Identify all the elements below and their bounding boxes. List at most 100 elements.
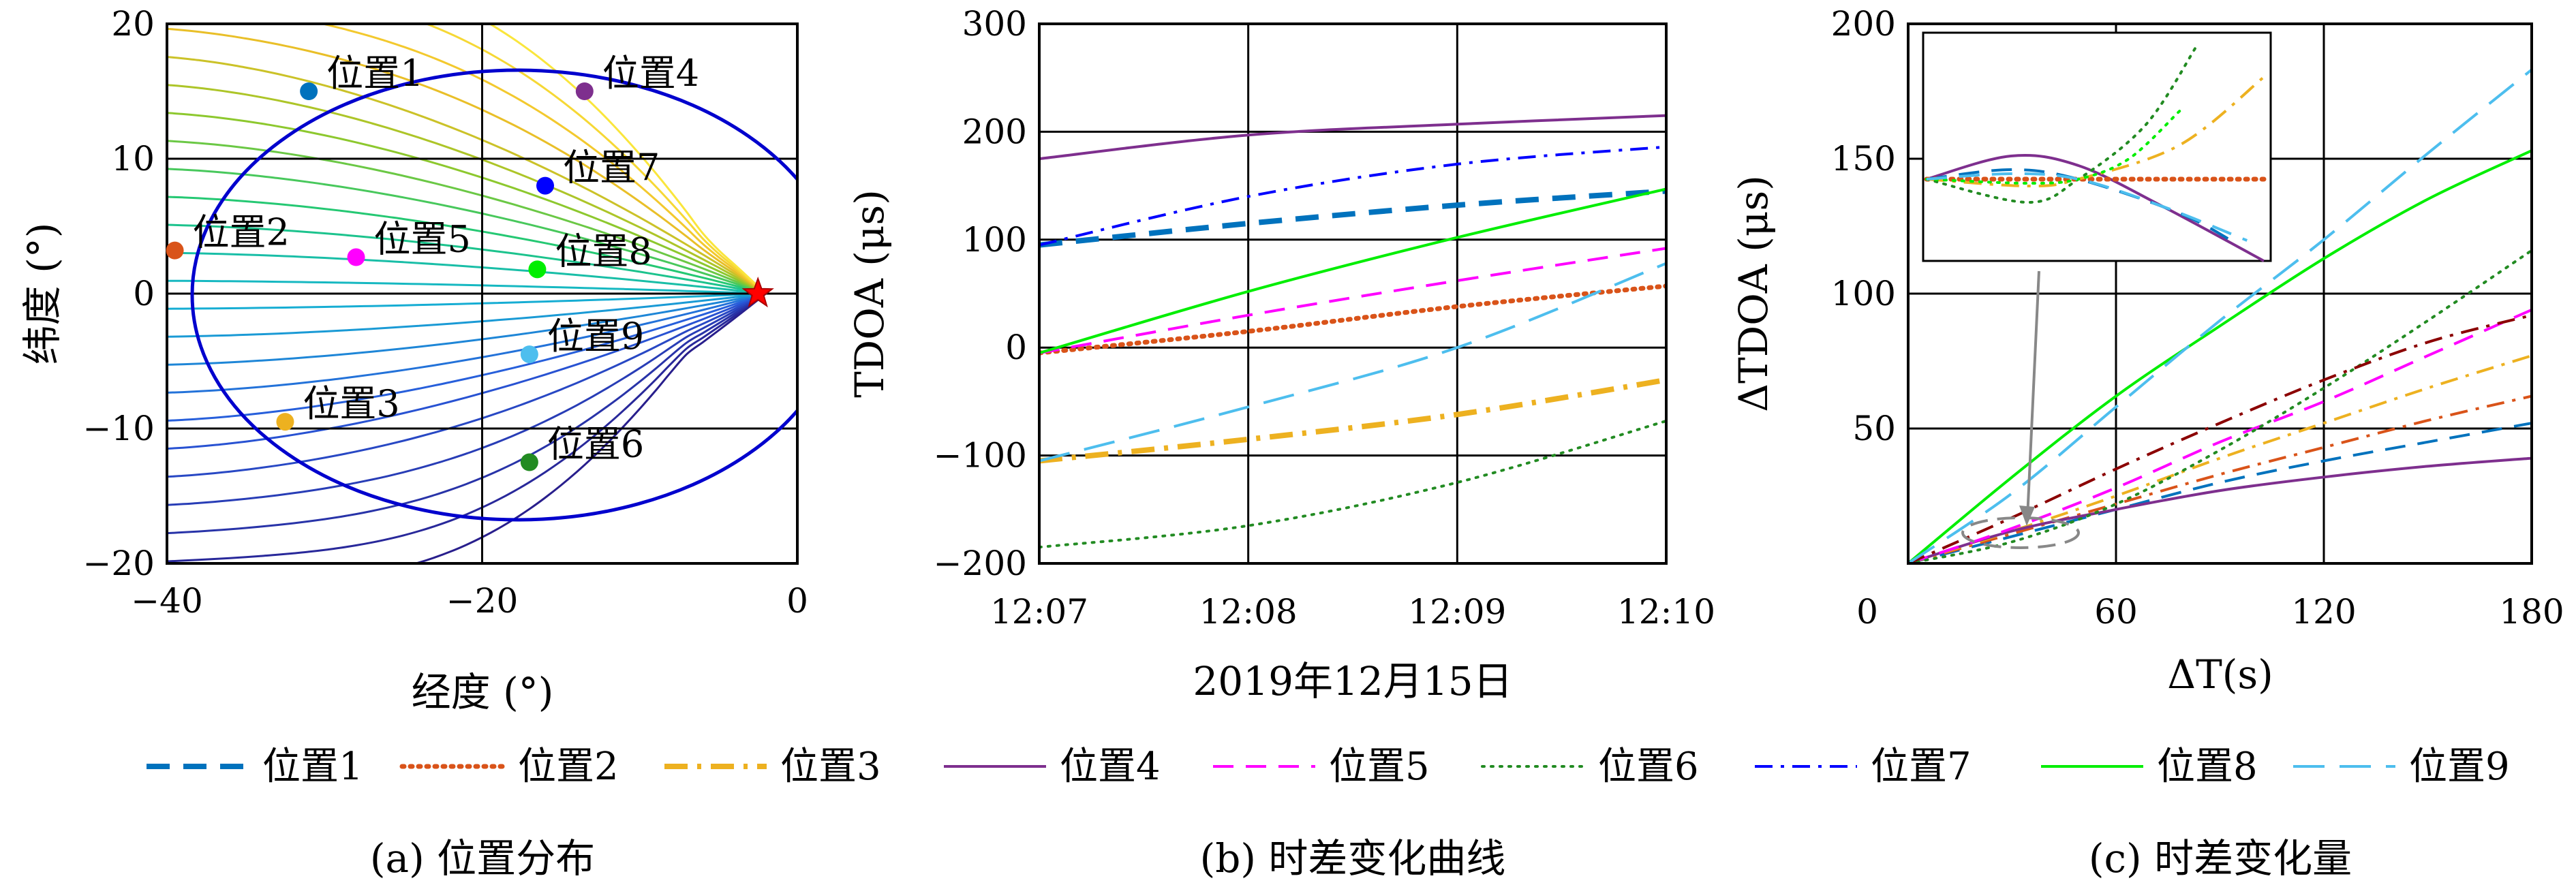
location-point-marker [520, 345, 538, 364]
panel-a-grid [167, 24, 797, 563]
y-tick-label: 200 [962, 112, 1027, 151]
inset-series [1924, 45, 2267, 262]
legend-label: 位置4 [1060, 745, 1161, 789]
y-tick-label: 100 [1831, 274, 1896, 313]
panel-b-frame [1038, 22, 1668, 565]
x-tick-label: 180 [2499, 592, 2564, 632]
contour-line [167, 292, 767, 478]
y-tick-label: −20 [82, 544, 155, 583]
series-line [1039, 283, 1666, 356]
contour-line [167, 84, 767, 295]
contour-line [167, 279, 766, 295]
inset-series-line [1926, 154, 2265, 262]
y-tick-label: 20 [111, 4, 155, 44]
y-tick-label: 10 [111, 139, 155, 178]
panel-b-ylabel: TDOA (μs) [846, 189, 893, 398]
x-tick-label: 60 [2094, 592, 2138, 632]
panel-c-xlabel: ΔT(s) [2167, 651, 2273, 698]
series-line [1908, 68, 2532, 563]
contour-line [318, 24, 767, 295]
contour-line [167, 292, 767, 450]
series-line [1039, 419, 1666, 549]
contour-line [167, 292, 766, 310]
contour-line [487, 24, 767, 295]
coverage-boundary-ellipse [190, 68, 797, 522]
series-line [1908, 249, 2532, 563]
y-tick-label: 100 [962, 220, 1027, 260]
panel-c-caption: (c) 时差变化量 [2089, 835, 2352, 882]
contour-line [167, 112, 767, 295]
contour-line [423, 24, 767, 295]
panel-b-series [1039, 114, 1666, 549]
location-point-label: 位置3 [303, 382, 399, 425]
panel-c-frame [1907, 22, 2533, 565]
contour-line [167, 196, 767, 295]
legend-label: 位置9 [2409, 745, 2510, 789]
location-point-label: 位置6 [547, 423, 644, 466]
legend-label: 位置2 [518, 745, 619, 789]
location-point-marker [520, 453, 538, 471]
contour-line [167, 292, 767, 506]
contour-line [167, 292, 766, 338]
panel-b-ticks: 12:07 12:08 12:09 12:10 −200 −100 0 100 200 300 [934, 4, 1715, 632]
panel-a-xlabel: 经度 (°) [412, 669, 554, 715]
contour-line [167, 292, 767, 366]
y-tick-label: 150 [1831, 139, 1896, 178]
x-tick-label: 0 [786, 581, 808, 621]
y-tick-label: −10 [82, 409, 155, 448]
location-point-label: 位置4 [602, 52, 699, 95]
location-point-label: 位置9 [547, 315, 644, 358]
x-tick-label: 12:09 [1408, 592, 1506, 632]
contour-line [167, 292, 767, 394]
legend-label: 位置1 [262, 745, 363, 789]
contour-line [167, 251, 766, 295]
location-point-marker [536, 176, 554, 195]
x-tick-label: 12:10 [1617, 592, 1715, 632]
location-points: 位置1 位置2 位置3 位置4 位置5 位置6 位置7 位置8 位置9 [166, 52, 774, 471]
location-point-label: 位置1 [326, 52, 423, 95]
y-tick-label: −200 [934, 544, 1027, 583]
series-line [1908, 422, 2532, 563]
inset-pointer-arrow [2026, 270, 2040, 518]
location-point-marker [528, 260, 547, 279]
legend-label: 位置5 [1329, 745, 1430, 789]
contour-line [167, 292, 767, 563]
tdoa-contour-lines [167, 24, 767, 563]
star-icon [741, 277, 774, 308]
series-line [1908, 149, 2532, 563]
panel-a-caption: (a) 位置分布 [370, 835, 595, 882]
panel-b-grid [1039, 24, 1666, 563]
series-line [1039, 377, 1666, 464]
x-tick-label: −40 [131, 581, 203, 621]
panel-c-tdoa-change: 0 60 120 180 50 100 150 200 ΔT(s) ΔTDOA (μs) (c… [1730, 4, 2564, 882]
series-line [1908, 308, 2532, 563]
location-point-label: 位置2 [193, 211, 290, 254]
panel-b-xlabel: 2019年12月15日 [1193, 658, 1512, 704]
y-tick-label: −100 [934, 436, 1027, 476]
arrow-head-icon [2019, 505, 2035, 526]
x-tick-label: 0 [1856, 592, 1878, 632]
location-point-marker [575, 82, 594, 100]
legend-label: 位置8 [2157, 745, 2258, 789]
y-tick-label: 0 [1005, 328, 1027, 367]
location-point-marker [300, 82, 318, 100]
panel-a-frame [166, 22, 799, 565]
panel-b-caption: (b) 时差变化曲线 [1200, 835, 1506, 882]
panel-c-inset [1922, 31, 2272, 262]
legend-label: 位置3 [780, 745, 881, 789]
legend-label: 位置6 [1598, 745, 1699, 789]
panel-c-ticks: 0 60 120 180 50 100 150 200 [1831, 4, 2564, 632]
panel-b-tdoa-curves: 12:07 12:08 12:09 12:10 −200 −100 0 100 200 300 2… [846, 4, 1715, 882]
series-line [1039, 114, 1666, 160]
series-line [1039, 262, 1666, 463]
y-tick-label: 50 [1852, 409, 1896, 448]
location-point-label: 位置8 [555, 230, 651, 273]
legend: 位置1 位置2 位置3 位置4 位置5 位置6 位置7 位置8 位置9 [147, 745, 2510, 789]
x-tick-label: 12:08 [1199, 592, 1298, 632]
x-tick-label: −20 [446, 581, 519, 621]
location-point-marker [166, 241, 184, 260]
series-line [1039, 247, 1666, 355]
inset-frame [1922, 31, 2272, 262]
